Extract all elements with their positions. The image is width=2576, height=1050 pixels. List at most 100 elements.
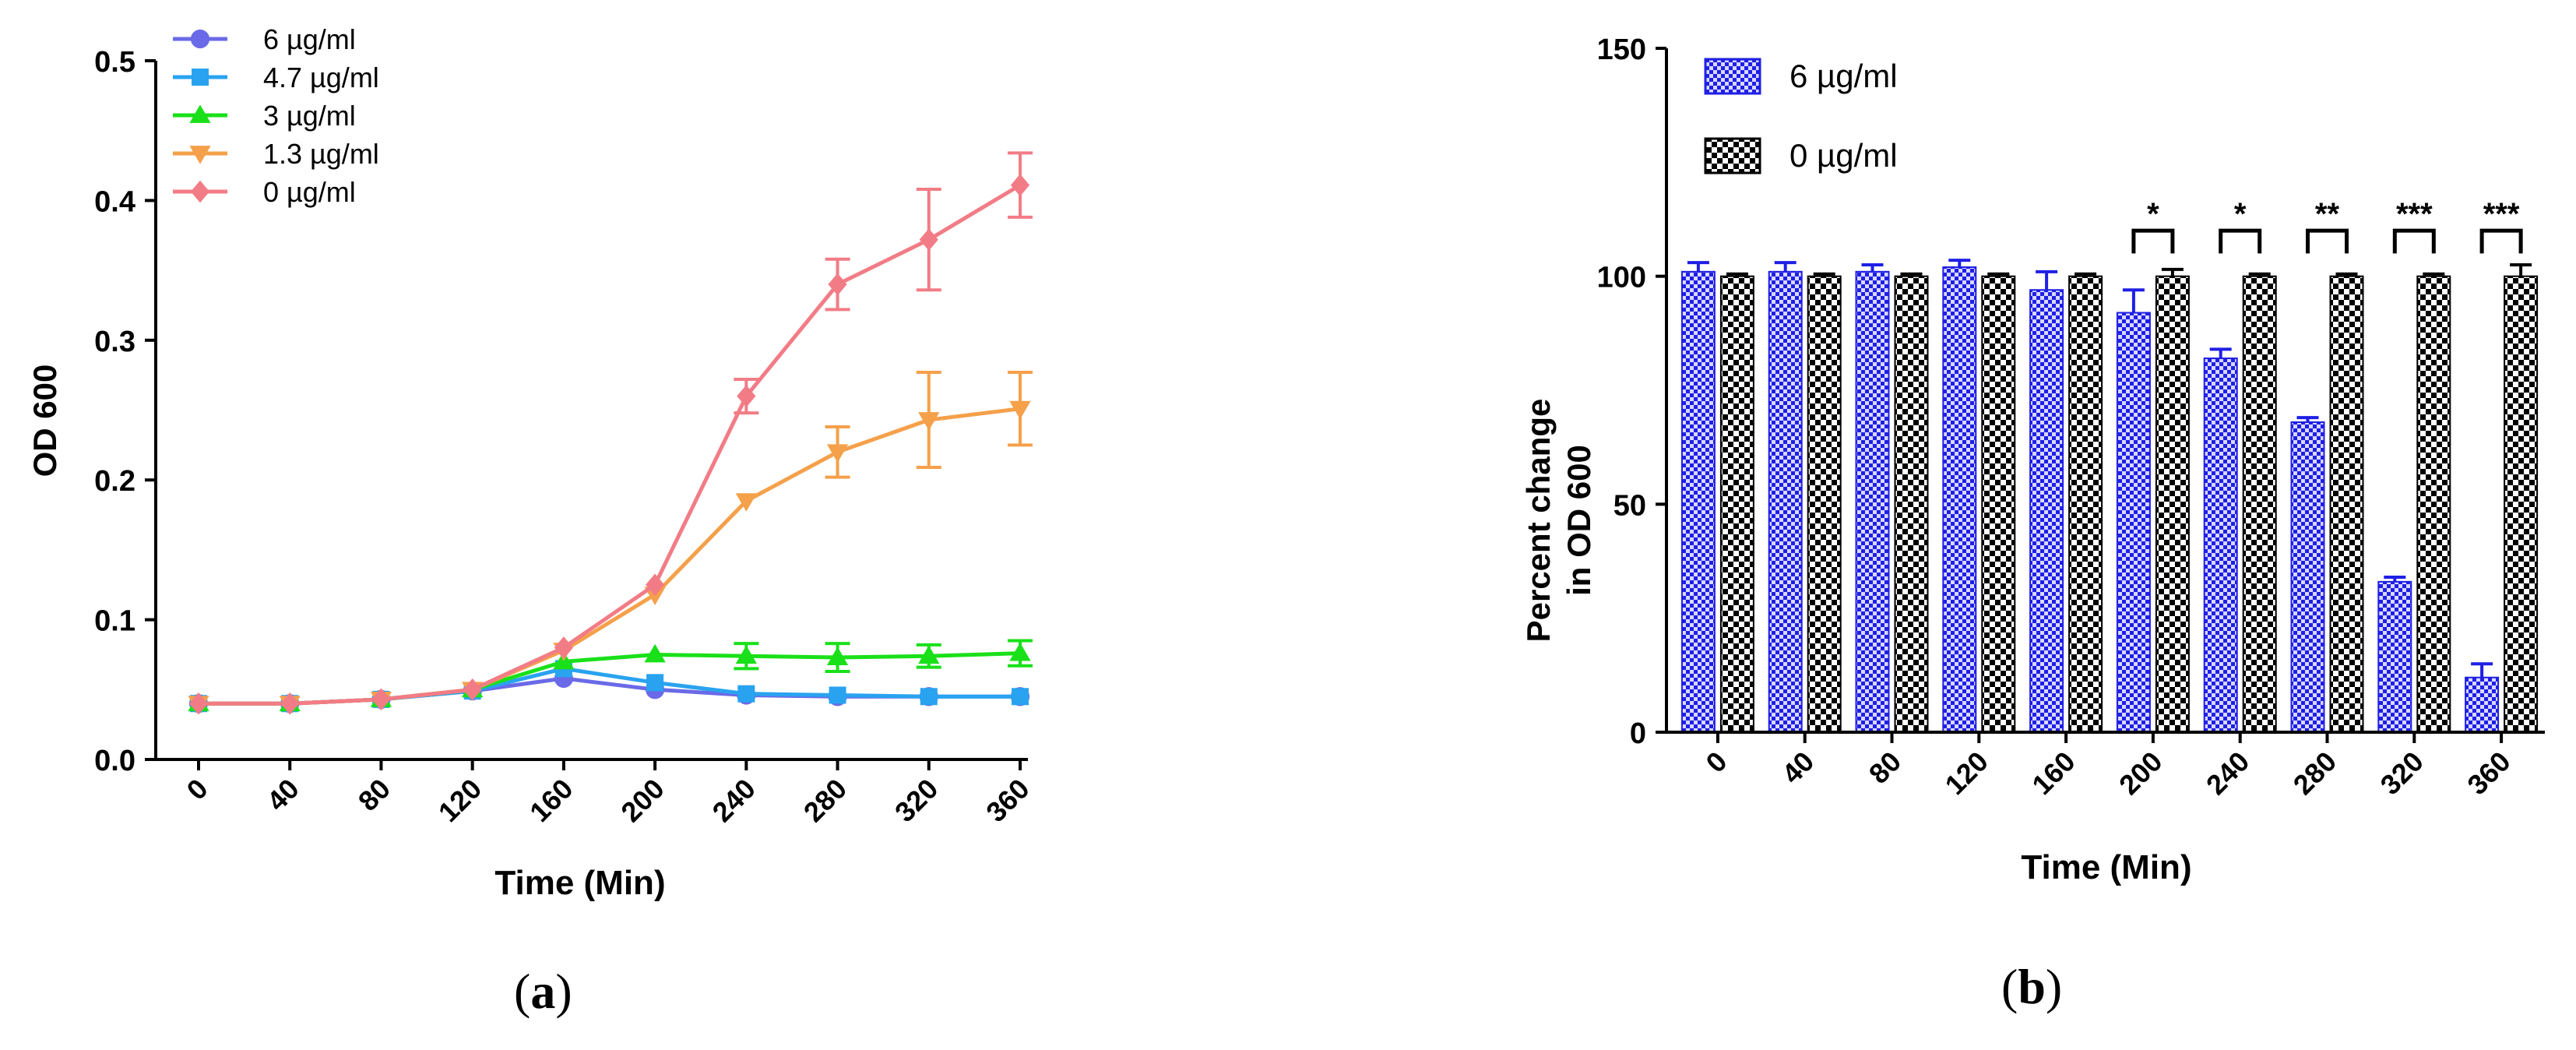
- chart-a-axes: [145, 59, 1028, 770]
- panel-label-a: (a): [514, 964, 572, 1019]
- chart-b-bar: [2329, 275, 2364, 733]
- chart-a-data-point: [918, 645, 940, 664]
- chart-a-legend-marker: [190, 180, 210, 203]
- chart-a-series-group: [190, 660, 1029, 713]
- chart-b-x-axis-label: Time (Min): [2021, 848, 2191, 886]
- chart-b-bar: [1855, 270, 1890, 733]
- chart-a-data-point: [826, 647, 849, 665]
- chart-b-x-tick-label: 200: [2113, 745, 2168, 801]
- chart-b-significance-bracket: [2131, 228, 2175, 254]
- chart-b-bar: [2504, 275, 2539, 733]
- chart-a-data-point: [918, 412, 940, 431]
- chart-b-bar: [2155, 275, 2190, 733]
- chart-b-axes: [1656, 47, 2545, 743]
- chart-a-y-tick-label: 0.3: [94, 326, 135, 358]
- chart-a-data-point: [371, 688, 391, 711]
- chart-a-data-point: [646, 573, 665, 597]
- line-chart-od600: 0 40 80 120 160 200 240 280 320 360 0.00.10.20.30…: [26, 23, 1036, 902]
- chart-a-data-point: [554, 636, 573, 659]
- chart-b-bar: [2116, 312, 2151, 733]
- chart-b-legend-swatch: [1704, 58, 1761, 95]
- chart-a-x-tick-labels: 0 40 80 120 160 200 240 280 320 360: [181, 773, 1036, 828]
- chart-b-legend-label: 6 µg/ml: [1789, 58, 1898, 94]
- chart-b-y-axis-label-line2: in OD 600: [1561, 445, 1597, 596]
- chart-a-legend-label: 4.7 µg/ml: [263, 62, 379, 93]
- chart-b-y-tick-label: 50: [1614, 489, 1646, 522]
- chart-b-y-axis-label-line1: Percent change: [1520, 399, 1557, 643]
- chart-a-x-tick-label: 80: [352, 773, 396, 817]
- chart-a-data-point: [829, 686, 846, 704]
- panel-label-b: (b): [2001, 959, 2063, 1014]
- chart-a-legend: 6 µg/ml 4.7 µg/ml 3 µg/ml 1.3 µg/ml 0 µg/ml: [173, 23, 379, 208]
- chart-a-legend-label: 1.3 µg/ml: [263, 138, 379, 170]
- chart-b-x-tick-label: 320: [2374, 745, 2429, 801]
- chart-b-x-tick-labels: 0 40 80 120 160 200 240 280 320 360: [1699, 745, 2516, 801]
- chart-a-x-tick-label: 240: [706, 773, 762, 828]
- chart-b-significance-bracket: [2479, 228, 2523, 254]
- chart-b-y-tick-label: 100: [1597, 262, 1646, 294]
- chart-a-legend-marker: [189, 146, 211, 164]
- chart-a-x-tick-label: 200: [614, 773, 670, 828]
- chart-b-significance-bracket: [2306, 228, 2349, 254]
- chart-b-significance-bracket: [2392, 228, 2436, 254]
- chart-b-bar: [1807, 275, 1842, 733]
- chart-b-x-tick-label: 0: [1699, 745, 1733, 779]
- chart-a-series-line: [199, 676, 1020, 706]
- chart-a-data-point: [737, 385, 756, 407]
- chart-a-x-tick-label: 160: [523, 773, 579, 828]
- chart-a-data-point: [737, 685, 755, 703]
- chart-a-legend-marker: [192, 69, 209, 86]
- chart-a-x-tick-label: 40: [261, 773, 305, 817]
- chart-b-legend: 6 µg/ml 0 µg/ml: [1704, 58, 1898, 174]
- chart-a-data-point: [1010, 174, 1030, 196]
- chart-b-significance-label: ***: [2396, 197, 2433, 231]
- chart-a-data-point: [735, 645, 757, 664]
- panel-label-b-letter: b: [2018, 959, 2046, 1014]
- chart-b-y-tick-labels: 0 50 100 150: [1597, 33, 1646, 750]
- chart-b-bar: [1894, 275, 1929, 733]
- chart-b-bar: [2068, 275, 2103, 733]
- chart-b-bar: [2290, 421, 2325, 733]
- chart-b-x-tick-label: 40: [1775, 745, 1820, 790]
- chart-b-bar: [1981, 275, 2016, 733]
- chart-a-data-point: [188, 692, 209, 715]
- chart-b-bar: [1768, 270, 1803, 733]
- chart-b-bar: [1942, 266, 1977, 733]
- chart-b-x-tick-label: 240: [2200, 745, 2255, 801]
- chart-b-bar: [2465, 676, 2500, 734]
- chart-a-data-point: [1009, 400, 1031, 420]
- panel-label-a-letter: a: [530, 964, 556, 1019]
- chart-a-series-group: [188, 151, 1033, 715]
- chart-b-legend-swatch: [1704, 137, 1761, 174]
- chart-b-bar: [1680, 270, 1716, 733]
- chart-b-significance-label: **: [2315, 197, 2340, 231]
- chart-a-legend-label: 3 µg/ml: [263, 100, 356, 132]
- chart-a-data-point: [644, 587, 666, 605]
- chart-a-data-point: [826, 444, 849, 463]
- chart-b-y-tick-label: 150: [1597, 33, 1646, 66]
- chart-a-data-point: [919, 228, 938, 251]
- chart-b-x-tick-label: 280: [2287, 745, 2342, 801]
- chart-a-data-point: [828, 273, 847, 296]
- chart-b-legend-label: 0 µg/ml: [1789, 137, 1898, 174]
- chart-b-bar: [2377, 580, 2412, 734]
- chart-b-significance-markers: * * ** *** ***: [2131, 197, 2523, 254]
- chart-b-x-tick-label: 120: [1938, 745, 1994, 801]
- chart-a-y-tick-label: 0.0: [94, 745, 135, 777]
- chart-a-series: [188, 151, 1033, 715]
- chart-a-x-tick-label: 320: [889, 773, 944, 828]
- chart-a-series-group: [188, 371, 1033, 714]
- chart-a-data-point: [646, 674, 664, 692]
- chart-b-bar: [2029, 289, 2064, 733]
- chart-a-y-tick-label: 0.5: [94, 46, 135, 79]
- chart-a-data-point: [280, 692, 300, 715]
- chart-a-legend-marker: [190, 29, 210, 49]
- chart-b-y-tick-label: 0: [1630, 717, 1646, 750]
- chart-b-x-tick-label: 360: [2461, 745, 2516, 801]
- chart-a-y-tick-label: 0.4: [94, 185, 135, 218]
- chart-b-significance-bracket: [2219, 228, 2262, 254]
- chart-a-data-point: [644, 643, 666, 663]
- chart-a-series-line: [199, 183, 1022, 706]
- chart-b-bars: [1680, 259, 2539, 734]
